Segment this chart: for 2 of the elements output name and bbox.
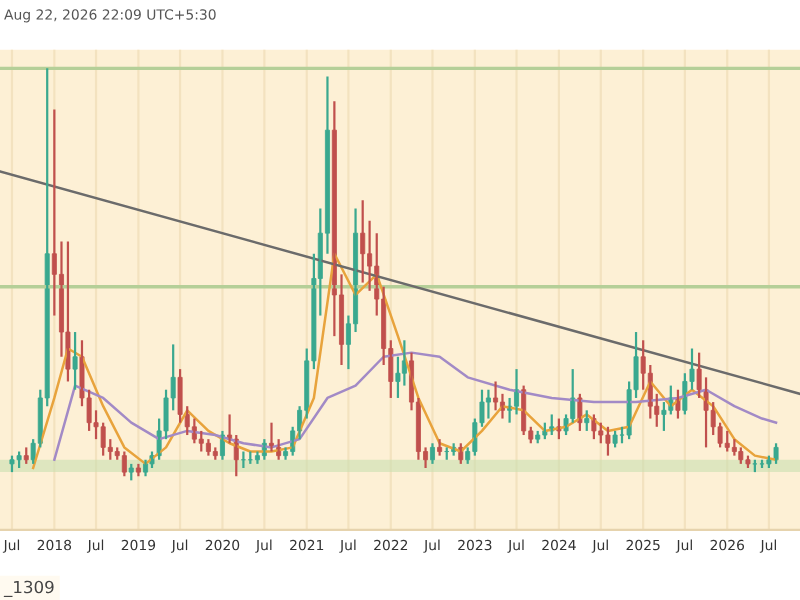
candlestick xyxy=(605,425,611,457)
text: _1309 xyxy=(3,580,54,597)
